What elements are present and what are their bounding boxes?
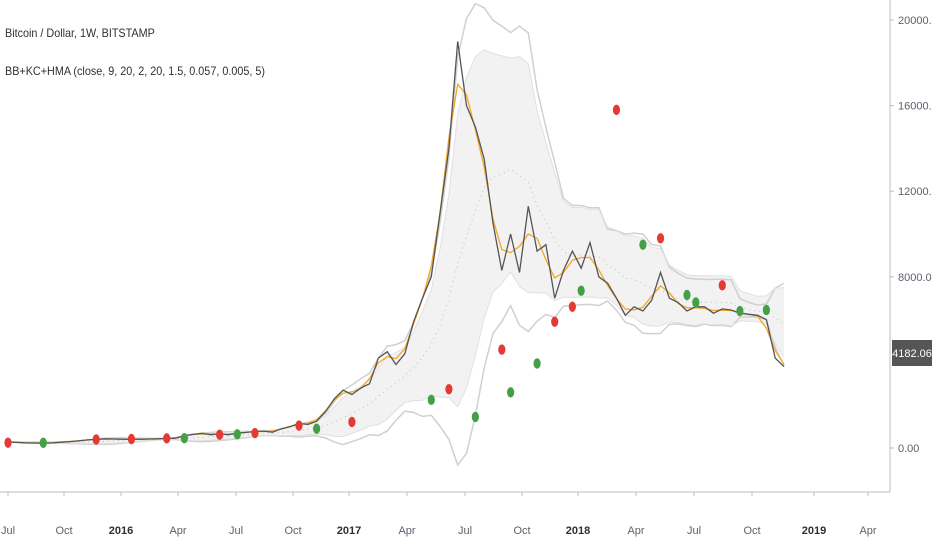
x-tick-label: Jul [687, 525, 701, 537]
buy-signal-marker [736, 305, 744, 317]
x-tick-label: Oct [284, 525, 301, 537]
sell-signal-marker [568, 301, 576, 312]
x-tick-label: Jul [458, 525, 472, 537]
x-tick-label: Oct [55, 525, 72, 537]
keltner-fill [8, 50, 784, 444]
buy-signal-marker [471, 411, 479, 423]
y-tick-label: 20000.00 [898, 15, 932, 27]
sell-signal-marker [127, 433, 136, 445]
sell-signal-marker [551, 316, 559, 327]
x-tick-label: 2017 [337, 525, 361, 537]
x-tick-label: Apr [859, 525, 876, 537]
last-price-label-bg [892, 340, 932, 366]
sell-signal-marker [718, 280, 726, 291]
buy-signal-marker [639, 239, 647, 250]
x-tick-label: Jul [1, 525, 15, 537]
x-tick-label: 2019 [802, 525, 826, 537]
keltner-lower [7, 270, 785, 445]
last-price-label: 4182.06 [892, 348, 932, 360]
sell-signal-marker [348, 416, 356, 428]
buy-signal-marker [692, 297, 700, 308]
x-tick-label: Apr [627, 525, 644, 537]
x-tick-label: 2016 [109, 525, 133, 537]
indicator-legend[interactable]: BB+KC+HMA (close, 9, 20, 2, 20, 1.5, 0.0… [5, 64, 265, 78]
sell-signal-marker [612, 104, 621, 116]
buy-signal-marker [762, 304, 770, 316]
sell-signal-marker [656, 233, 665, 244]
sell-signal-marker [4, 437, 12, 448]
x-tick-label: Jul [229, 525, 243, 537]
buy-signal-marker [577, 285, 585, 296]
sell-signal-marker [163, 433, 171, 444]
sell-signal-marker [498, 344, 506, 355]
chart-title: Bitcoin / Dollar, 1W, BITSTAMP [5, 26, 155, 40]
sell-signal-marker [295, 420, 303, 431]
sell-signal-marker [251, 427, 259, 439]
keltner-upper [8, 49, 785, 443]
x-tick-label: Oct [513, 525, 530, 537]
y-tick-label: 8000.00 [898, 272, 932, 284]
sell-signal-marker [445, 383, 453, 395]
x-tick-label: Oct [743, 525, 760, 537]
buy-signal-marker [427, 394, 435, 406]
buy-signal-marker [683, 289, 691, 301]
y-tick-label: 16000.00 [898, 101, 932, 113]
x-tick-label: Apr [398, 525, 415, 537]
buy-signal-marker [39, 437, 47, 449]
y-tick-label: 0.00 [898, 443, 919, 455]
y-tick-label: 12000.00 [898, 186, 932, 198]
sell-signal-marker [216, 429, 224, 440]
x-tick-label: 2018 [566, 525, 590, 537]
buy-signal-marker [313, 423, 321, 434]
x-tick-label: Apr [169, 525, 186, 537]
sell-signal-marker [92, 434, 100, 445]
price-line [7, 41, 785, 444]
buy-signal-marker [180, 432, 188, 444]
buy-signal-marker [233, 429, 241, 440]
buy-signal-marker [507, 387, 515, 398]
buy-signal-marker [533, 358, 541, 369]
